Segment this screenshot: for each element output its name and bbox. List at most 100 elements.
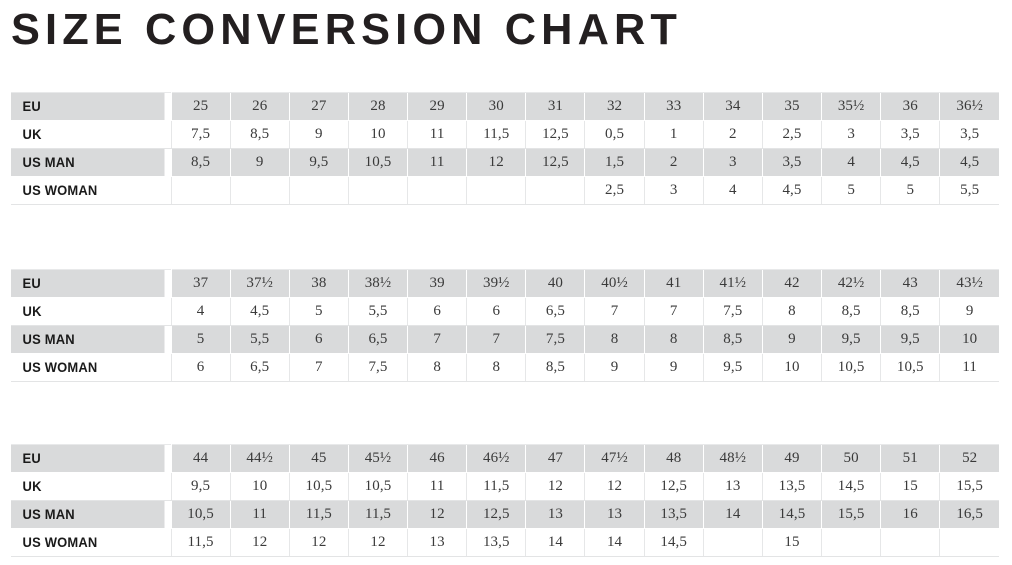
size-cell: 3,5 [939, 120, 999, 149]
size-cell: 9,5 [288, 148, 349, 177]
table-row: US WOMAN 11,5 12 12 12 13 13,5 14 14 14,5 15 [11, 528, 999, 557]
size-cell: 8,5 [880, 297, 940, 326]
row-label-us-man: US MAN [11, 148, 166, 177]
size-cell: 36 [880, 92, 940, 121]
size-cell: 15,5 [821, 500, 881, 529]
size-cell: 14 [584, 528, 645, 557]
size-table-1: EU 25 26 27 28 29 30 31 32 33 34 35 35½ 36 36½ UK 7,5 8,5… [11, 92, 999, 205]
size-cell: 38½ [347, 269, 408, 298]
size-cell: 16 [880, 500, 940, 529]
size-cell: 10,5 [170, 500, 231, 529]
size-cell: 11 [229, 500, 290, 529]
size-cell: 3 [643, 176, 704, 205]
size-cell: 9 [229, 148, 290, 177]
size-cell: 14,5 [821, 472, 881, 501]
size-cell: 9,5 [880, 325, 940, 354]
size-cell: 11,5 [347, 500, 408, 529]
table-row: US WOMAN 2,5 3 4 4,5 5 5 5,5 [11, 176, 999, 205]
size-table-3: EU 44 44½ 45 45½ 46 46½ 47 47½ 48 48½ 49 50 51 52 UK 9,5… [11, 444, 999, 557]
size-cell: 8,5 [525, 353, 585, 382]
size-cell: 4 [702, 176, 763, 205]
size-cell: 11,5 [170, 528, 231, 557]
size-cell: 7 [288, 353, 349, 382]
size-cell: 3 [702, 148, 763, 177]
size-cell: 4,5 [880, 148, 940, 177]
size-cell: 52 [939, 444, 999, 473]
size-cell: 51 [880, 444, 940, 473]
size-cell: 13,5 [643, 500, 704, 529]
size-cell: 3,5 [761, 148, 822, 177]
size-cell: 8 [761, 297, 822, 326]
size-cell: 11,5 [466, 120, 526, 149]
size-cell: 35 [761, 92, 822, 121]
size-cell: 12,5 [466, 500, 526, 529]
size-cell: 15 [880, 472, 940, 501]
size-cell [170, 176, 231, 205]
size-cell [347, 176, 408, 205]
size-cell [525, 176, 585, 205]
size-cell: 3,5 [880, 120, 940, 149]
size-cell: 15 [761, 528, 822, 557]
size-cell: 7,5 [347, 353, 408, 382]
size-cell: 4,5 [761, 176, 822, 205]
size-cell: 33 [643, 92, 704, 121]
size-cell: 47 [525, 444, 585, 473]
size-cell: 5,5 [347, 297, 408, 326]
size-cell: 0,5 [584, 120, 645, 149]
size-cell: 48 [643, 444, 704, 473]
size-cell: 27 [288, 92, 349, 121]
size-cell: 7,5 [525, 325, 585, 354]
size-cell: 38 [288, 269, 349, 298]
size-cell: 32 [584, 92, 645, 121]
size-cell: 41½ [702, 269, 763, 298]
size-cell: 9,5 [702, 353, 763, 382]
size-cell: 7,5 [170, 120, 231, 149]
size-cell: 11 [407, 120, 467, 149]
size-cell: 10,5 [821, 353, 881, 382]
size-cell: 12,5 [525, 120, 585, 149]
row-label-uk: UK [11, 297, 166, 326]
size-cell: 6 [288, 325, 349, 354]
size-cell: 11,5 [466, 472, 526, 501]
size-cell: 12 [525, 472, 585, 501]
size-cell: 13 [702, 472, 763, 501]
size-cell: 10 [347, 120, 408, 149]
row-label-eu: EU [11, 92, 166, 121]
size-cell: 2 [702, 120, 763, 149]
size-cell: 13 [407, 528, 467, 557]
size-cell: 6 [466, 297, 526, 326]
size-cell: 42½ [821, 269, 881, 298]
size-cell: 46 [407, 444, 467, 473]
size-cell: 10 [229, 472, 290, 501]
size-cell: 9 [584, 353, 645, 382]
size-cell: 44 [170, 444, 231, 473]
size-cell: 43½ [939, 269, 999, 298]
table-row: EU 37 37½ 38 38½ 39 39½ 40 40½ 41 41½ 42 42½ 43 43½ [11, 269, 999, 298]
size-cell: 12 [584, 472, 645, 501]
table-row: EU 25 26 27 28 29 30 31 32 33 34 35 35½ 36 36½ [11, 92, 999, 121]
size-cell: 8 [407, 353, 467, 382]
table-row: UK 9,5 10 10,5 10,5 11 11,5 12 12 12,5 13 13,5 14,5 1… [11, 472, 999, 501]
size-cell: 42 [761, 269, 822, 298]
size-cell: 40½ [584, 269, 645, 298]
row-label-us-man: US MAN [11, 500, 166, 529]
size-cell: 5 [288, 297, 349, 326]
size-cell: 10 [939, 325, 999, 354]
size-cell: 45 [288, 444, 349, 473]
size-cell: 6,5 [347, 325, 408, 354]
size-cell: 9 [643, 353, 704, 382]
size-cell: 8 [584, 325, 645, 354]
row-label-us-man: US MAN [11, 325, 166, 354]
size-cell: 1,5 [584, 148, 645, 177]
size-cell: 8,5 [702, 325, 763, 354]
row-label-eu: EU [11, 269, 166, 298]
size-cell [229, 176, 290, 205]
size-cell: 39 [407, 269, 467, 298]
size-cell: 11 [939, 353, 999, 382]
row-label-us-woman: US WOMAN [11, 353, 166, 382]
size-cell: 4,5 [939, 148, 999, 177]
size-cell: 13,5 [761, 472, 822, 501]
size-cell: 10,5 [347, 148, 408, 177]
row-label-us-woman: US WOMAN [11, 528, 166, 557]
size-cell: 41 [643, 269, 704, 298]
